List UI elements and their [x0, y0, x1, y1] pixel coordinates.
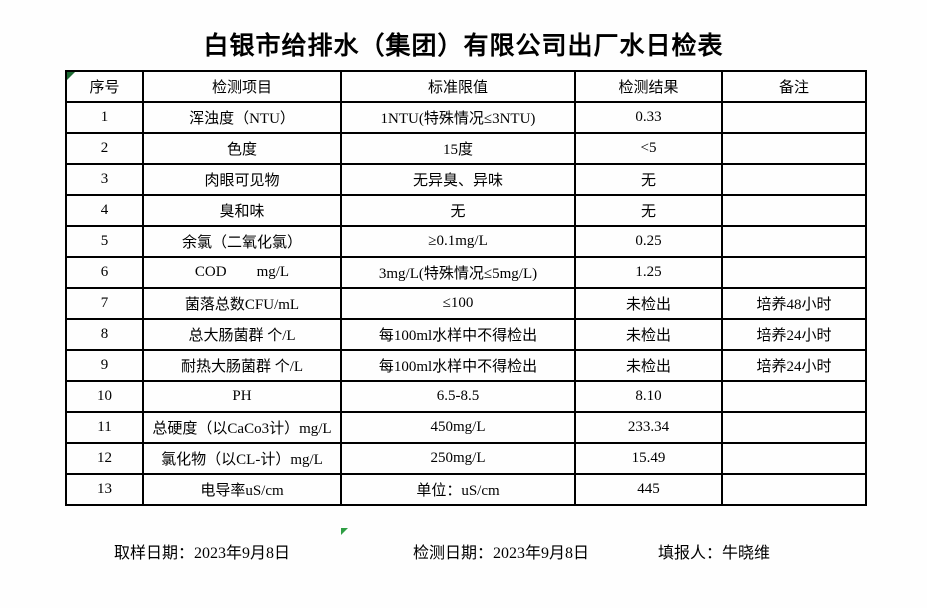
table-cell: 余氯（二氧化氯） [142, 225, 342, 258]
table-cell [721, 101, 867, 134]
table-cell [721, 442, 867, 475]
table-cell: 13 [65, 473, 144, 506]
table-cell: 0.25 [574, 225, 723, 258]
table-cell: 15度 [340, 132, 576, 165]
table-cell: 电导率uS/cm [142, 473, 342, 506]
table-cell [721, 225, 867, 258]
table-cell: PH [142, 380, 342, 413]
table-cell: 无 [574, 194, 723, 227]
table-cell: 色度 [142, 132, 342, 165]
table-cell: 无异臭、异味 [340, 163, 576, 196]
table-row: 7 菌落总数CFU/mL ≤100 未检出 培养48小时 [65, 287, 867, 320]
table-cell: 培养24小时 [721, 349, 867, 382]
table-cell [721, 163, 867, 196]
table-row: 4 臭和味无无 [65, 194, 867, 227]
table-cell: 单位：uS/cm [340, 473, 576, 506]
table-cell: 总硬度（以CaCo3计）mg/L [142, 411, 342, 444]
table-row: 12 氯化物（以CL-计）mg/L 250mg/L 15.49 [65, 442, 867, 475]
table-cell [721, 380, 867, 413]
table-cell: 9 [65, 349, 144, 382]
table-cell: ≥0.1mg/L [340, 225, 576, 258]
table-cell: COD mg/L [142, 256, 342, 289]
table-row: 2 色度 15度 <5 [65, 132, 867, 165]
table-cell: 每100ml水样中不得检出 [340, 318, 576, 351]
table-body: 1 浑浊度（NTU） 1NTU(特殊情况≤3NTU) 0.33 2 色度 15度 <5 3 肉眼可… [65, 101, 867, 506]
table-cell: 10 [65, 380, 144, 413]
table-row: 11 总硬度（以CaCo3计）mg/L 450mg/L 233.34 [65, 411, 867, 444]
table-row: 10 PH 6.5-8.5 8.10 [65, 380, 867, 413]
table-cell: 11 [65, 411, 144, 444]
header-row: 序号 检测项目 标准限值 检测结果 备注 [65, 70, 867, 103]
table-cell [721, 473, 867, 506]
table-row: 13 电导率uS/cm 单位：uS/cm 445 [65, 473, 867, 506]
table-cell: 总大肠菌群 个/L [142, 318, 342, 351]
table-cell: 1 [65, 101, 144, 134]
table-cell: 耐热大肠菌群 个/L [142, 349, 342, 382]
daily-inspection-table: 序号 检测项目 标准限值 检测结果 备注 1 浑浊度（NTU） 1NTU(特殊情况≤3NTU… [65, 70, 867, 506]
page-title: 白银市给排水（集团）有限公司出厂水日检表 [203, 33, 724, 60]
table-cell: 4 [65, 194, 144, 227]
table-cell: 每100ml水样中不得检出 [340, 349, 576, 382]
column-header: 检测项目 [142, 70, 342, 103]
table-row: 1 浑浊度（NTU） 1NTU(特殊情况≤3NTU) 0.33 [65, 101, 867, 134]
table-cell: 233.34 [574, 411, 723, 444]
table-cell [721, 132, 867, 165]
table-cell: 15.49 [574, 442, 723, 475]
footer: 取样日期：2023年9月8日 检测日期：2023年9月8日 填报人：牛晓维 [0, 539, 927, 563]
sampling-date-label: 取样日期：2023年9月8日 [114, 545, 291, 562]
table-cell [721, 411, 867, 444]
table-cell: <5 [574, 132, 723, 165]
table-cell: 肉眼可见物 [142, 163, 342, 196]
table-cell: 培养48小时 [721, 287, 867, 320]
test-date-label: 检测日期：2023年9月8日 [413, 545, 590, 562]
table-cell [721, 194, 867, 227]
column-header: 备注 [721, 70, 867, 103]
table-cell: 250mg/L [340, 442, 576, 475]
table-row: 5 余氯（二氧化氯） ≥0.1mg/L 0.25 [65, 225, 867, 258]
table-cell: 8.10 [574, 380, 723, 413]
table-cell: 未检出 [574, 287, 723, 320]
table-cell: 3mg/L(特殊情况≤5mg/L) [340, 256, 576, 289]
table-cell: 浑浊度（NTU） [142, 101, 342, 134]
table-cell: 菌落总数CFU/mL [142, 287, 342, 320]
table-cell: 无 [340, 194, 576, 227]
table-row: 6 COD mg/L 3mg/L(特殊情况≤5mg/L) 1.25 [65, 256, 867, 289]
table-cell: 无 [574, 163, 723, 196]
table-row: 8 总大肠菌群 个/L 每100ml水样中不得检出 未检出 培养24小时 [65, 318, 867, 351]
table-cell: ≤100 [340, 287, 576, 320]
table-cell: 8 [65, 318, 144, 351]
table-cell: 0.33 [574, 101, 723, 134]
cell-corner-marker-icon [341, 528, 348, 535]
table-cell: 臭和味 [142, 194, 342, 227]
table-cell: 450mg/L [340, 411, 576, 444]
column-header: 标准限值 [340, 70, 576, 103]
reporter-label: 填报人：牛晓维 [658, 545, 771, 562]
table-cell: 1NTU(特殊情况≤3NTU) [340, 101, 576, 134]
table-row: 3 肉眼可见物 无异臭、异味无 [65, 163, 867, 196]
table-cell: 2 [65, 132, 144, 165]
table-cell: 5 [65, 225, 144, 258]
table-cell: 445 [574, 473, 723, 506]
table-cell: 6.5-8.5 [340, 380, 576, 413]
table-cell: 培养24小时 [721, 318, 867, 351]
table-cell: 12 [65, 442, 144, 475]
table-cell [721, 256, 867, 289]
column-header: 检测结果 [574, 70, 723, 103]
table-row: 9 耐热大肠菌群 个/L 每100ml水样中不得检出 未检出 培养24小时 [65, 349, 867, 382]
table-cell: 氯化物（以CL-计）mg/L [142, 442, 342, 475]
table-cell: 7 [65, 287, 144, 320]
table-cell: 1.25 [574, 256, 723, 289]
table-cell: 6 [65, 256, 144, 289]
table-cell: 未检出 [574, 318, 723, 351]
column-header: 序号 [65, 70, 144, 103]
table-cell: 未检出 [574, 349, 723, 382]
table-cell: 3 [65, 163, 144, 196]
